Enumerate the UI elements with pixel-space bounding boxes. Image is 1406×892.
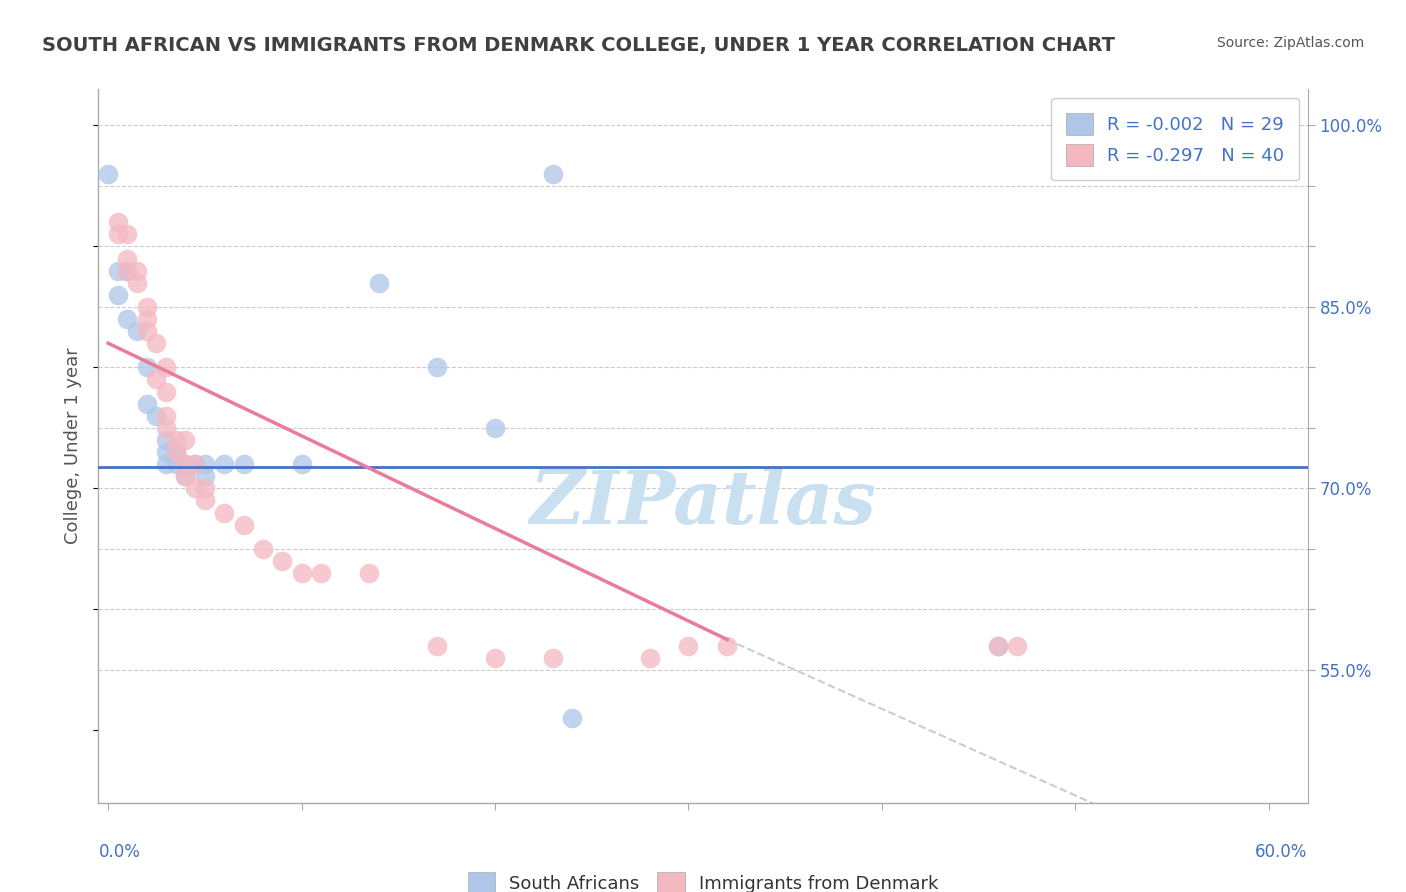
Point [165, 457, 187, 471]
Point [359, 566, 381, 580]
Point [165, 445, 187, 459]
Point [174, 433, 197, 447]
Point [155, 360, 177, 375]
Point [135, 300, 157, 314]
Point [155, 409, 177, 423]
Point [987, 639, 1010, 653]
Point [232, 517, 254, 532]
Point [117, 263, 139, 277]
Point [184, 481, 207, 495]
Point [107, 215, 129, 229]
Point [155, 384, 177, 399]
Text: 0.0%: 0.0% [98, 843, 141, 861]
Point [135, 324, 157, 338]
Text: 60.0%: 60.0% [1256, 843, 1308, 861]
Point [174, 457, 197, 471]
Point [174, 469, 197, 483]
Point [117, 227, 139, 242]
Point [145, 372, 167, 386]
Point [426, 639, 449, 653]
Point [426, 360, 449, 375]
Point [127, 276, 149, 290]
Point [194, 493, 217, 508]
Text: SOUTH AFRICAN VS IMMIGRANTS FROM DENMARK COLLEGE, UNDER 1 YEAR CORRELATION CHART: SOUTH AFRICAN VS IMMIGRANTS FROM DENMARK… [42, 36, 1115, 54]
Point [212, 506, 235, 520]
Point [561, 711, 583, 725]
Point [145, 336, 167, 351]
Point [290, 566, 312, 580]
Point [145, 409, 167, 423]
Point [117, 263, 139, 277]
Point [484, 421, 506, 435]
Point [184, 457, 207, 471]
Point [135, 312, 157, 326]
Point [194, 481, 217, 495]
Point [155, 445, 177, 459]
Point [252, 541, 274, 556]
Legend: R = -0.002   N = 29, R = -0.297   N = 40: R = -0.002 N = 29, R = -0.297 N = 40 [1052, 98, 1299, 180]
Point [194, 457, 217, 471]
Point [127, 263, 149, 277]
Point [987, 639, 1010, 653]
Point [368, 276, 391, 290]
Point [165, 445, 187, 459]
Point [541, 167, 564, 181]
Point [184, 457, 207, 471]
Point [678, 639, 700, 653]
Point [638, 650, 661, 665]
Point [97, 167, 120, 181]
Text: Source: ZipAtlas.com: Source: ZipAtlas.com [1216, 36, 1364, 50]
Point [155, 457, 177, 471]
Point [290, 457, 312, 471]
Y-axis label: College, Under 1 year: College, Under 1 year [65, 348, 83, 544]
Point [117, 252, 139, 266]
Point [271, 554, 294, 568]
Point [155, 433, 177, 447]
Point [541, 650, 564, 665]
Point [107, 263, 129, 277]
Point [174, 457, 197, 471]
Point [135, 397, 157, 411]
Point [117, 312, 139, 326]
Point [309, 566, 332, 580]
Point [107, 227, 129, 242]
Point [135, 360, 157, 375]
Point [107, 288, 129, 302]
Point [127, 324, 149, 338]
Point [194, 469, 217, 483]
Point [174, 469, 197, 483]
Point [716, 639, 738, 653]
Point [232, 457, 254, 471]
Text: ZIPatlas: ZIPatlas [530, 467, 876, 540]
Point [1007, 639, 1029, 653]
Point [484, 650, 506, 665]
Point [165, 433, 187, 447]
Point [155, 421, 177, 435]
Point [212, 457, 235, 471]
